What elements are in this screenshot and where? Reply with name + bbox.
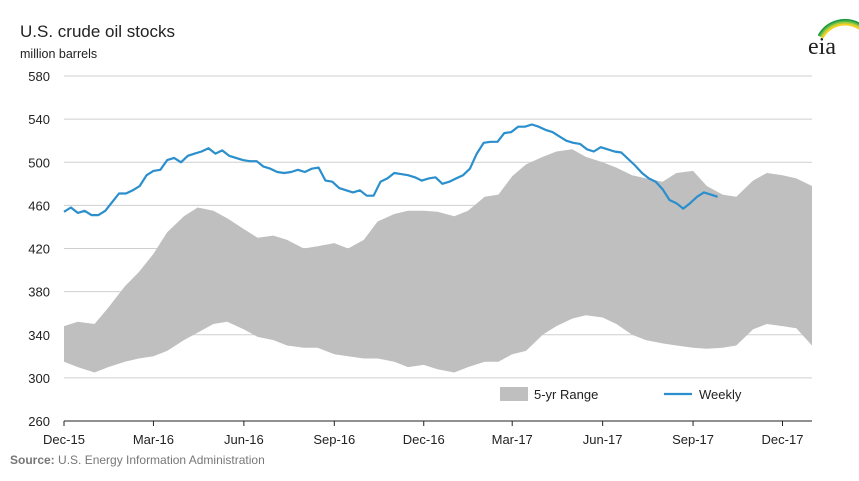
y-tick-label: 260 [28, 414, 50, 429]
y-tick-label: 420 [28, 242, 50, 257]
logo-wordmark: eia [808, 34, 836, 60]
source-prefix: Source: [10, 453, 55, 467]
source-text: U.S. Energy Information Administration [54, 453, 265, 467]
legend-swatch-range [500, 387, 528, 401]
range-layer [64, 149, 812, 373]
x-tick-label: Sep-16 [313, 432, 355, 447]
y-tick-label: 340 [28, 328, 50, 343]
eia-logo: eia [808, 19, 859, 60]
y-tick-label: 460 [28, 198, 50, 213]
x-tick-label: Jun-17 [583, 432, 623, 447]
source-note: Source: U.S. Energy Information Administ… [10, 453, 265, 467]
logo-arc [819, 20, 859, 37]
x-tick-label: Dec-15 [43, 432, 85, 447]
x-tick-label: Mar-17 [492, 432, 533, 447]
x-tick-label: Mar-16 [133, 432, 174, 447]
y-tick-label: 500 [28, 155, 50, 170]
logo-arc [820, 22, 859, 38]
x-tick-label: Dec-16 [403, 432, 445, 447]
legend: 5-yr Range Weekly [500, 387, 742, 402]
logo-arc [821, 23, 859, 39]
logo-arc [818, 19, 859, 36]
y-tick-label: 540 [28, 112, 50, 127]
x-tick-label: Dec-17 [762, 432, 804, 447]
range-band-5yr [64, 149, 812, 373]
legend-label-range: 5-yr Range [534, 387, 598, 402]
y-tick-label: 300 [28, 371, 50, 386]
x-tick-label: Sep-17 [672, 432, 714, 447]
y-axis-unit-label: million barrels [20, 47, 98, 61]
y-tick-label: 380 [28, 285, 50, 300]
axis-layer: 260 300 340 380 420 460 500 540 580 Dec-15 Mar-16 J… [28, 69, 812, 447]
y-tick-label: 580 [28, 69, 50, 84]
series-line-weekly [63, 123, 718, 217]
legend-label-weekly: Weekly [699, 387, 742, 402]
line-layer [63, 123, 718, 217]
x-tick-label: Jun-16 [224, 432, 264, 447]
chart-title: U.S. crude oil stocks [20, 22, 175, 41]
